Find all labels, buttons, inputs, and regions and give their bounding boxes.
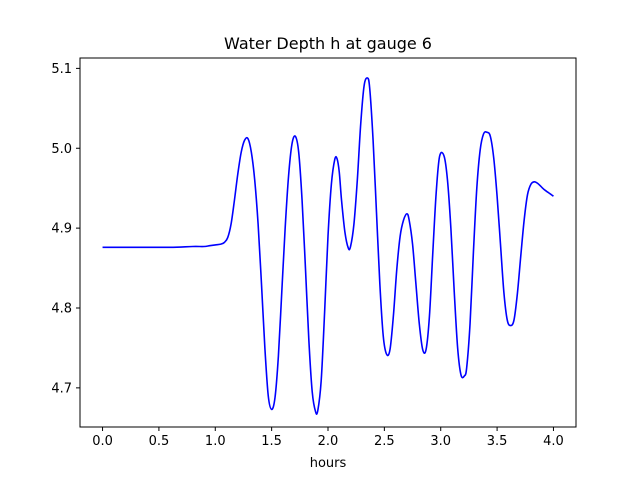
y-tick-label: 4.8: [51, 301, 72, 316]
x-tick-label: 2.0: [318, 434, 339, 449]
y-tick-label: 5.0: [51, 142, 72, 157]
x-tick-label: 4.0: [543, 434, 564, 449]
x-tick-label: 1.0: [205, 434, 226, 449]
x-tick-label: 1.5: [261, 434, 282, 449]
y-tick-label: 4.9: [51, 222, 72, 237]
y-tick-label: 4.7: [51, 381, 72, 396]
x-tick-label: 3.0: [430, 434, 451, 449]
x-tick-label: 2.5: [374, 434, 395, 449]
plot-area: [102, 77, 554, 415]
series-line: [102, 77, 554, 415]
y-axis: 4.7 4.8 4.9 5.0 5.1: [51, 62, 80, 396]
y-tick-label: 5.1: [51, 62, 72, 77]
chart-title: Water Depth h at gauge 6: [224, 34, 432, 53]
x-tick-label: 0.0: [92, 434, 113, 449]
x-tick-label: 0.5: [149, 434, 170, 449]
x-axis: 0.0 0.5 1.0 1.5 2.0 2.5 3.0 3.5 4.0: [92, 427, 564, 449]
x-axis-label: hours: [310, 456, 347, 471]
x-tick-label: 3.5: [487, 434, 508, 449]
